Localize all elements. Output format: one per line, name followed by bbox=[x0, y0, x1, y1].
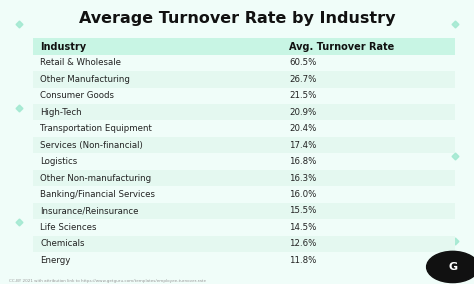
Text: 15.5%: 15.5% bbox=[289, 206, 317, 215]
Text: Chemicals: Chemicals bbox=[40, 239, 85, 248]
Text: G: G bbox=[448, 262, 457, 272]
Text: High-Tech: High-Tech bbox=[40, 108, 82, 117]
Text: 21.5%: 21.5% bbox=[289, 91, 317, 100]
Text: 60.5%: 60.5% bbox=[289, 59, 317, 68]
FancyBboxPatch shape bbox=[33, 104, 455, 120]
Text: Transportation Equipment: Transportation Equipment bbox=[40, 124, 152, 133]
FancyBboxPatch shape bbox=[33, 235, 455, 252]
Text: Average Turnover Rate by Industry: Average Turnover Rate by Industry bbox=[79, 11, 395, 26]
FancyBboxPatch shape bbox=[33, 71, 455, 88]
Text: 16.3%: 16.3% bbox=[289, 174, 317, 183]
Text: CC-BY 2021 with attribution link to https://www.getguru.com/templates/employee-t: CC-BY 2021 with attribution link to http… bbox=[9, 279, 207, 283]
Text: Other Manufacturing: Other Manufacturing bbox=[40, 75, 130, 84]
Text: Avg. Turnover Rate: Avg. Turnover Rate bbox=[289, 41, 394, 52]
FancyBboxPatch shape bbox=[33, 38, 455, 55]
Text: 17.4%: 17.4% bbox=[289, 141, 317, 150]
Text: 26.7%: 26.7% bbox=[289, 75, 317, 84]
Text: Logistics: Logistics bbox=[40, 157, 78, 166]
Text: Consumer Goods: Consumer Goods bbox=[40, 91, 114, 100]
Text: 16.0%: 16.0% bbox=[289, 190, 317, 199]
Text: Life Sciences: Life Sciences bbox=[40, 223, 97, 232]
FancyBboxPatch shape bbox=[33, 137, 455, 153]
Text: Services (Non-financial): Services (Non-financial) bbox=[40, 141, 143, 150]
Text: 14.5%: 14.5% bbox=[289, 223, 317, 232]
Text: Banking/Financial Services: Banking/Financial Services bbox=[40, 190, 155, 199]
Circle shape bbox=[427, 251, 474, 283]
Text: 20.9%: 20.9% bbox=[289, 108, 316, 117]
Text: 12.6%: 12.6% bbox=[289, 239, 317, 248]
FancyBboxPatch shape bbox=[33, 170, 455, 186]
Text: Insurance/Reinsurance: Insurance/Reinsurance bbox=[40, 206, 139, 215]
FancyBboxPatch shape bbox=[33, 203, 455, 219]
Text: 20.4%: 20.4% bbox=[289, 124, 317, 133]
Text: Retail & Wholesale: Retail & Wholesale bbox=[40, 59, 121, 68]
Text: 16.8%: 16.8% bbox=[289, 157, 317, 166]
Text: Other Non-manufacturing: Other Non-manufacturing bbox=[40, 174, 151, 183]
Text: 11.8%: 11.8% bbox=[289, 256, 317, 265]
Text: Energy: Energy bbox=[40, 256, 71, 265]
Text: Industry: Industry bbox=[40, 41, 86, 52]
